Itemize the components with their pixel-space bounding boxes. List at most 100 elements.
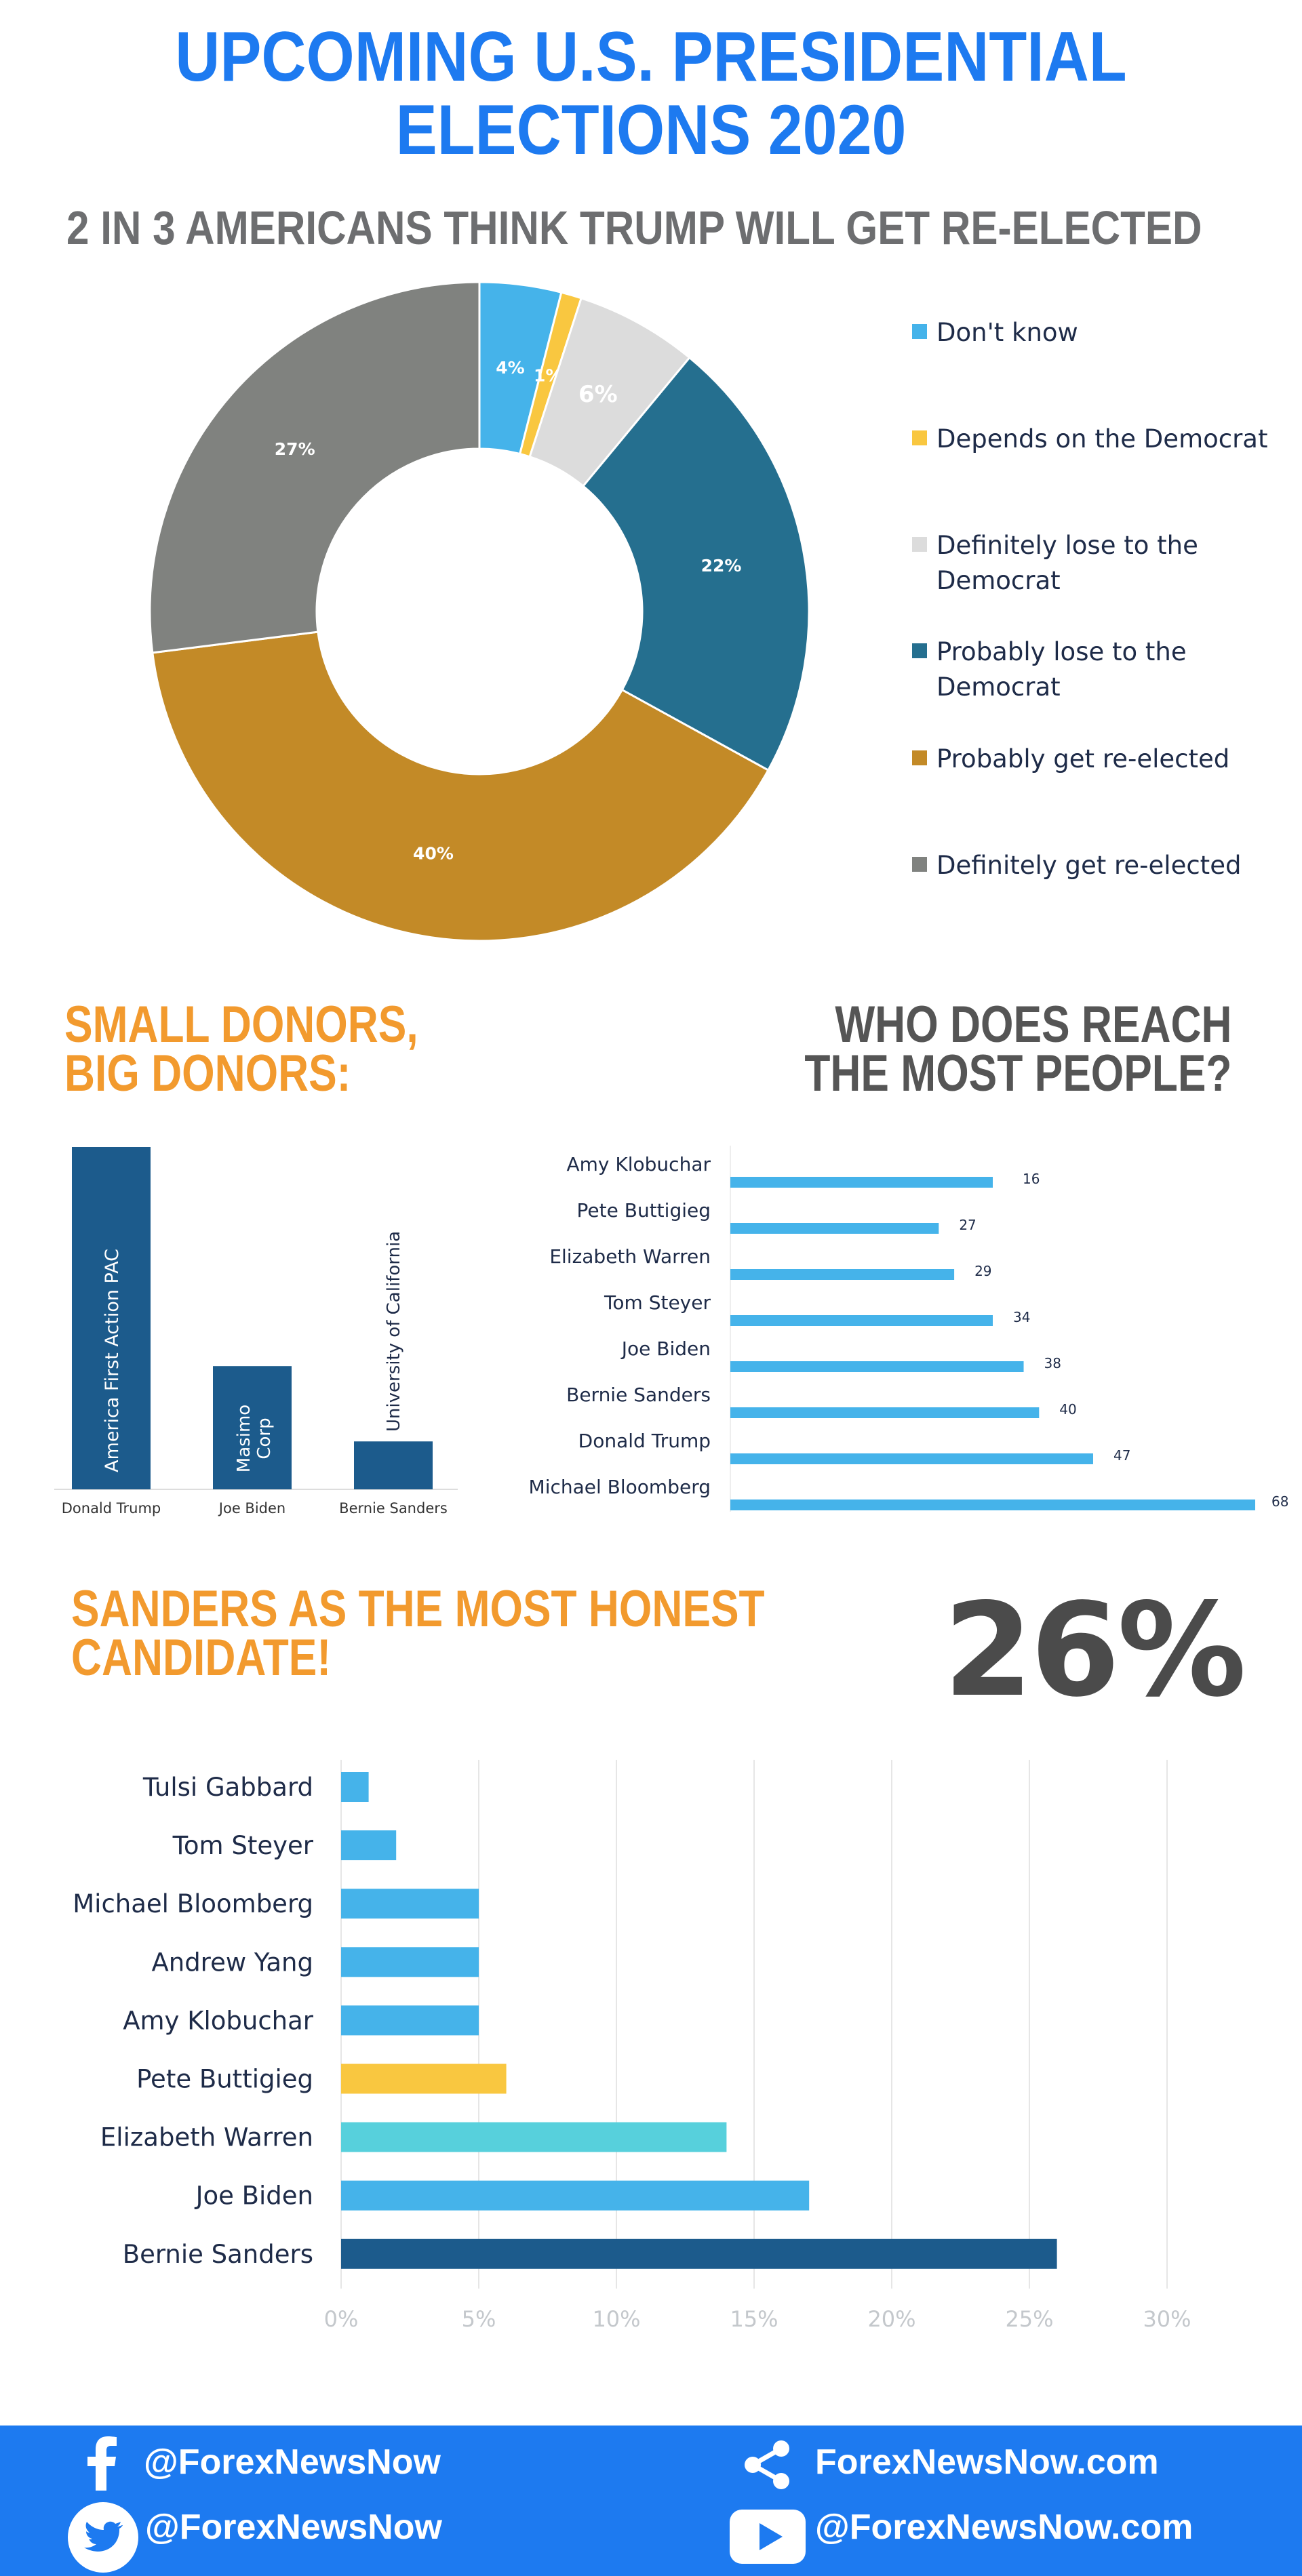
donut-chart-title: 2 IN 3 AMERICANS THINK TRUMP WILL GET RE… (66, 201, 1202, 254)
y-tick-label: Tom Steyer (604, 1291, 711, 1314)
facebook-handle[interactable]: @ForexNewsNow (144, 2442, 441, 2482)
legend-label: Probably lose to the Democrat (936, 637, 1187, 702)
youtube-handle[interactable]: @ForexNewsNow.com (815, 2508, 1194, 2547)
bar (730, 1269, 955, 1280)
title-line-1: UPCOMING U.S. PRESIDENTIAL (175, 18, 1127, 96)
slice-label: 40% (413, 844, 454, 864)
y-tick-label: Amy Klobuchar (566, 1153, 711, 1175)
x-tick-label: 15% (730, 2306, 778, 2332)
donors-chart: Donald Trump Joe Biden Bernie Sanders Ameri… (54, 1147, 458, 1516)
y-tick-label: Andrew Yang (151, 1948, 313, 1977)
honest-heading-line-1: SANDERS AS THE MOST HONEST (71, 1580, 765, 1638)
y-tick-label: Pete Buttigieg (136, 2065, 313, 2094)
bar (341, 1889, 479, 1919)
legend-label: Definitely lose to the Democrat (936, 531, 1198, 595)
y-tick-label: Amy Klobuchar (123, 2006, 314, 2035)
data-label: 40 (1059, 1401, 1076, 1417)
legend-swatch (912, 750, 927, 765)
reach-heading-line-2: THE MOST PEOPLE? (804, 1045, 1231, 1102)
bar-label: MasimoCorp (234, 1405, 275, 1472)
youtube-icon[interactable] (730, 2510, 806, 2564)
page-title: UPCOMING U.S. PRESIDENTIAL ELECTIONS 202… (78, 20, 1224, 167)
facebook-icon[interactable] (86, 2435, 117, 2491)
legend-label: Definitely get re-elected (936, 851, 1242, 880)
y-tick-label: Joe Biden (620, 1337, 711, 1360)
x-tick-label: 10% (592, 2306, 640, 2332)
legend-swatch (912, 324, 927, 339)
legend-swatch (912, 857, 927, 872)
title-line-2: ELECTIONS 2020 (395, 91, 907, 169)
x-tick-label: Donald Trump (62, 1500, 161, 1516)
bar (341, 2180, 810, 2211)
legend-label: Probably get re-elected (936, 744, 1230, 773)
honest-chart: 0% 5% 10% 15% 20% 25% 30% Tulsi Gabbard Tom Stey… (73, 1760, 1191, 2332)
slice-label: 27% (275, 439, 315, 459)
y-tick-label: Joe Biden (195, 2181, 313, 2211)
y-tick-label: Tom Steyer (172, 1831, 314, 1860)
y-tick-label: Michael Bloomberg (529, 1476, 711, 1498)
bar (354, 1441, 433, 1489)
y-tick-label: Elizabeth Warren (549, 1245, 711, 1268)
twitter-handle[interactable]: @ForexNewsNow (145, 2508, 442, 2547)
legend-label: Depends on the Democrat (936, 424, 1268, 454)
y-tick-label: Pete Buttigieg (577, 1199, 711, 1222)
bar-label-line: Masimo (234, 1405, 254, 1472)
bar (341, 2064, 507, 2094)
honest-heading-line-2: CANDIDATE! (71, 1629, 332, 1687)
bar-label-line: Corp (254, 1417, 275, 1459)
bar (730, 1500, 1255, 1510)
bar (730, 1223, 939, 1234)
y-tick-label: Michael Bloomberg (73, 1889, 313, 1918)
donors-heading-line-2: BIG DONORS: (64, 1045, 351, 1102)
bar (341, 2238, 1057, 2269)
data-label: 68 (1271, 1493, 1288, 1510)
x-tick-label: 20% (867, 2306, 915, 2332)
donors-heading-line-1: SMALL DONORS, (64, 996, 418, 1053)
y-tick-label: Donald Trump (578, 1430, 711, 1452)
bar (730, 1453, 1093, 1464)
bar (730, 1361, 1024, 1372)
legend-label: Don't know (936, 318, 1078, 347)
share-icon[interactable] (742, 2439, 793, 2491)
x-tick-label: 25% (1005, 2306, 1053, 2332)
donors-heading: SMALL DONORS, BIG DONORS: (64, 996, 418, 1102)
data-label: 29 (974, 1263, 991, 1279)
reach-heading-line-1: WHO DOES REACH (834, 996, 1231, 1053)
bar (730, 1315, 993, 1326)
website-link[interactable]: ForexNewsNow.com (815, 2442, 1159, 2482)
bar (341, 1830, 397, 1861)
data-label: 47 (1113, 1447, 1130, 1464)
slice-label: 22% (701, 556, 742, 576)
bar (730, 1177, 993, 1188)
bar (730, 1407, 1040, 1418)
legend-swatch (912, 537, 927, 552)
x-tick-label: 5% (462, 2306, 496, 2332)
y-tick-label: Bernie Sanders (566, 1384, 711, 1406)
x-tick-label: Bernie Sanders (339, 1500, 448, 1516)
bar (341, 1772, 369, 1802)
legend-swatch (912, 643, 927, 658)
slice-label: 4% (496, 358, 524, 378)
data-label: 34 (1013, 1309, 1030, 1325)
legend-swatch (912, 430, 927, 445)
twitter-icon[interactable] (68, 2502, 138, 2573)
honest-heading: SANDERS AS THE MOST HONEST CANDIDATE! (71, 1580, 765, 1687)
bar (341, 2122, 727, 2152)
x-tick-label: 0% (324, 2306, 359, 2332)
bar-label: America First Action PAC (102, 1249, 123, 1472)
big-percent-stat: 26% (943, 1575, 1246, 1725)
y-tick-label: Elizabeth Warren (100, 2123, 313, 2152)
x-tick-label: Joe Biden (218, 1500, 285, 1516)
data-label: 38 (1044, 1355, 1061, 1371)
footer: @ForexNewsNow @ForexNewsNow ForexNewsNow… (0, 2426, 1302, 2576)
donut-slice (149, 281, 481, 654)
bar (341, 2005, 479, 2036)
y-tick-label: Tulsi Gabbard (142, 1773, 313, 1802)
bar-label: University of California (384, 1231, 404, 1432)
donut-chart: 4% 1%6%22%40%27% (149, 281, 810, 942)
bar (341, 1947, 479, 1977)
x-tick-label: 30% (1143, 2306, 1191, 2332)
slice-label: 6% (578, 381, 618, 408)
donut-slice (581, 356, 810, 772)
data-label: 27 (959, 1217, 976, 1233)
